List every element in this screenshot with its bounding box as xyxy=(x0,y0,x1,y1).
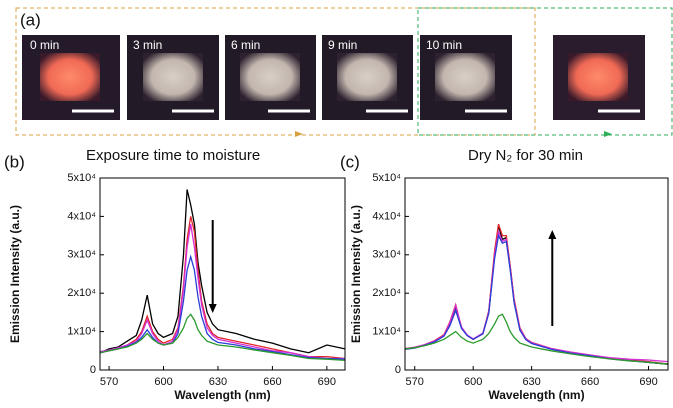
photo-label: 10 min xyxy=(426,38,462,52)
dry-box xyxy=(417,7,673,136)
panel-label: (a) xyxy=(20,10,41,29)
caption: Dry N₂ for 30 min xyxy=(468,147,583,164)
y-tick-label: 5x10⁴ xyxy=(67,172,96,184)
x-tick-label: 630 xyxy=(522,376,540,388)
spectrum-line xyxy=(99,189,346,354)
exposure-box xyxy=(15,7,536,136)
sample xyxy=(143,53,203,101)
y-axis-label: Emission Intensity (a.u.) xyxy=(8,205,22,343)
arrow-head xyxy=(604,131,612,137)
x-tick-label: 570 xyxy=(100,376,118,388)
y-tick-label: 4x10⁴ xyxy=(67,210,96,222)
photo-label: 6 min xyxy=(231,38,260,52)
x-tick-label: 570 xyxy=(406,376,424,388)
x-tick-label: 690 xyxy=(318,376,336,388)
spectrum-line xyxy=(99,254,346,360)
trend-arrow-head xyxy=(208,304,217,313)
spectrum-line xyxy=(99,216,346,360)
spectrum-line xyxy=(99,223,345,360)
y-tick-label: 5x10⁴ xyxy=(372,172,401,184)
y-tick-label: 2x10⁴ xyxy=(372,287,401,299)
x-tick-label: 660 xyxy=(263,376,281,388)
photo-labels: 0 min 3 min 6 min 9 min 10 min xyxy=(30,38,462,52)
spectrum-line xyxy=(404,229,669,363)
plot-frame xyxy=(99,177,346,371)
x-tick-label: 630 xyxy=(209,376,227,388)
y-tick-label: 1x10⁴ xyxy=(67,326,96,338)
photo-label: 0 min xyxy=(30,38,59,52)
photos xyxy=(22,35,645,120)
trend-arrow-head xyxy=(548,230,557,239)
y-tick-label: 3x10⁴ xyxy=(67,249,96,261)
y-tick-label: 3x10⁴ xyxy=(372,249,401,261)
spectrum-line xyxy=(404,313,669,365)
y-axis-label: Emission Intensity (a.u.) xyxy=(349,205,363,343)
sample xyxy=(40,53,100,101)
photo-label: 3 min xyxy=(133,38,162,52)
spectrum-line xyxy=(99,313,346,362)
x-tick-label: 600 xyxy=(154,376,172,388)
spectrum-line xyxy=(404,233,669,365)
sample xyxy=(568,53,628,101)
y-tick-label: 4x10⁴ xyxy=(372,210,401,222)
caption: Exposure time to moisture xyxy=(86,147,260,164)
chart: (c) 570 600 630 660 690 0 1x10⁴ 2x10⁴ 3x10⁴ 4x10⁴ 5… xyxy=(340,152,669,402)
sample xyxy=(337,53,397,101)
sample xyxy=(435,53,495,101)
plot-frame xyxy=(404,177,669,371)
y-tick-label: 2x10⁴ xyxy=(67,287,96,299)
x-tick-label: 690 xyxy=(639,376,657,388)
x-axis-label: Wavelength (nm) xyxy=(488,388,584,402)
x-tick-label: 600 xyxy=(464,376,482,388)
spectrum-line xyxy=(404,223,669,365)
chart: (b) 570 600 630 660 690 0 1x10⁴ 2x10⁴ 3x10⁴ 4x10⁴ 5… xyxy=(4,152,346,402)
y-tick-label: 1x10⁴ xyxy=(372,326,401,338)
x-tick-label: 660 xyxy=(581,376,599,388)
arrow-head xyxy=(295,131,303,137)
y-tick-label: 0 xyxy=(395,364,401,376)
photo-label: 9 min xyxy=(328,38,357,52)
panel-label: (c) xyxy=(340,152,360,171)
panel-label: (b) xyxy=(4,152,25,171)
x-axis-label: Wavelength (nm) xyxy=(174,388,270,402)
sample xyxy=(240,53,300,101)
y-tick-label: 0 xyxy=(90,364,96,376)
